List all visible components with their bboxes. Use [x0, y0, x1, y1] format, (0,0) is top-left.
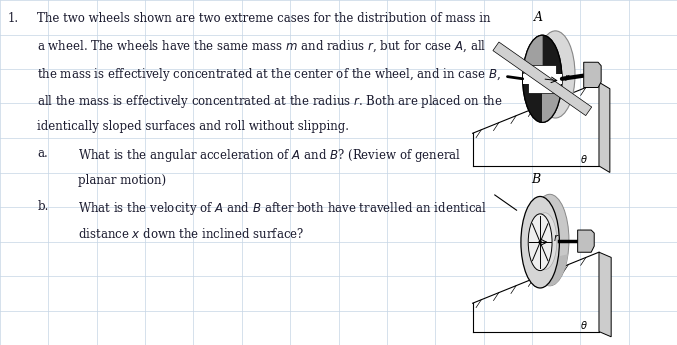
Ellipse shape [536, 31, 575, 118]
Polygon shape [523, 73, 562, 84]
Text: a wheel. The wheels have the same mass $m$ and radius $r$, but for case $A$, all: a wheel. The wheels have the same mass $… [37, 39, 486, 55]
Text: planar motion): planar motion) [78, 174, 166, 187]
Text: What is the velocity of $A$ and $B$ after both have travelled an identical: What is the velocity of $A$ and $B$ afte… [78, 200, 487, 217]
Polygon shape [522, 254, 568, 288]
Text: all the mass is effectively concentrated at the radius $r$. Both are placed on t: all the mass is effectively concentrated… [37, 93, 503, 110]
Polygon shape [577, 230, 594, 252]
Ellipse shape [531, 194, 569, 286]
Polygon shape [493, 42, 592, 116]
Polygon shape [523, 79, 542, 122]
Text: identically sloped surfaces and roll without slipping.: identically sloped surfaces and roll wit… [37, 120, 349, 133]
Text: distance $x$ down the inclined surface?: distance $x$ down the inclined surface? [78, 227, 304, 242]
Text: the mass is effectively concentrated at the center of the wheel, and in case $B$: the mass is effectively concentrated at … [37, 66, 501, 83]
Ellipse shape [533, 213, 557, 269]
Polygon shape [542, 35, 562, 79]
Text: $\theta$: $\theta$ [580, 152, 588, 165]
Polygon shape [523, 35, 542, 79]
Text: What is the angular acceleration of $A$ and $B$? (Review of general: What is the angular acceleration of $A$ … [78, 147, 461, 164]
Text: B: B [531, 172, 540, 186]
Text: $r$: $r$ [564, 72, 571, 83]
Ellipse shape [523, 35, 562, 122]
Circle shape [538, 240, 542, 244]
Polygon shape [584, 62, 601, 88]
Text: b.: b. [37, 200, 49, 214]
Ellipse shape [521, 196, 559, 288]
Polygon shape [523, 31, 575, 72]
Ellipse shape [528, 214, 552, 270]
Polygon shape [599, 252, 611, 337]
Text: $\theta$: $\theta$ [580, 319, 588, 331]
Text: The two wheels shown are two extreme cases for the distribution of mass in: The two wheels shown are two extreme cas… [37, 12, 491, 25]
Text: A: A [533, 11, 542, 24]
Polygon shape [542, 79, 562, 122]
Text: a.: a. [37, 147, 48, 160]
Text: $r$: $r$ [553, 233, 560, 243]
Text: 1.: 1. [8, 12, 19, 25]
Polygon shape [599, 82, 610, 172]
Polygon shape [528, 65, 556, 93]
